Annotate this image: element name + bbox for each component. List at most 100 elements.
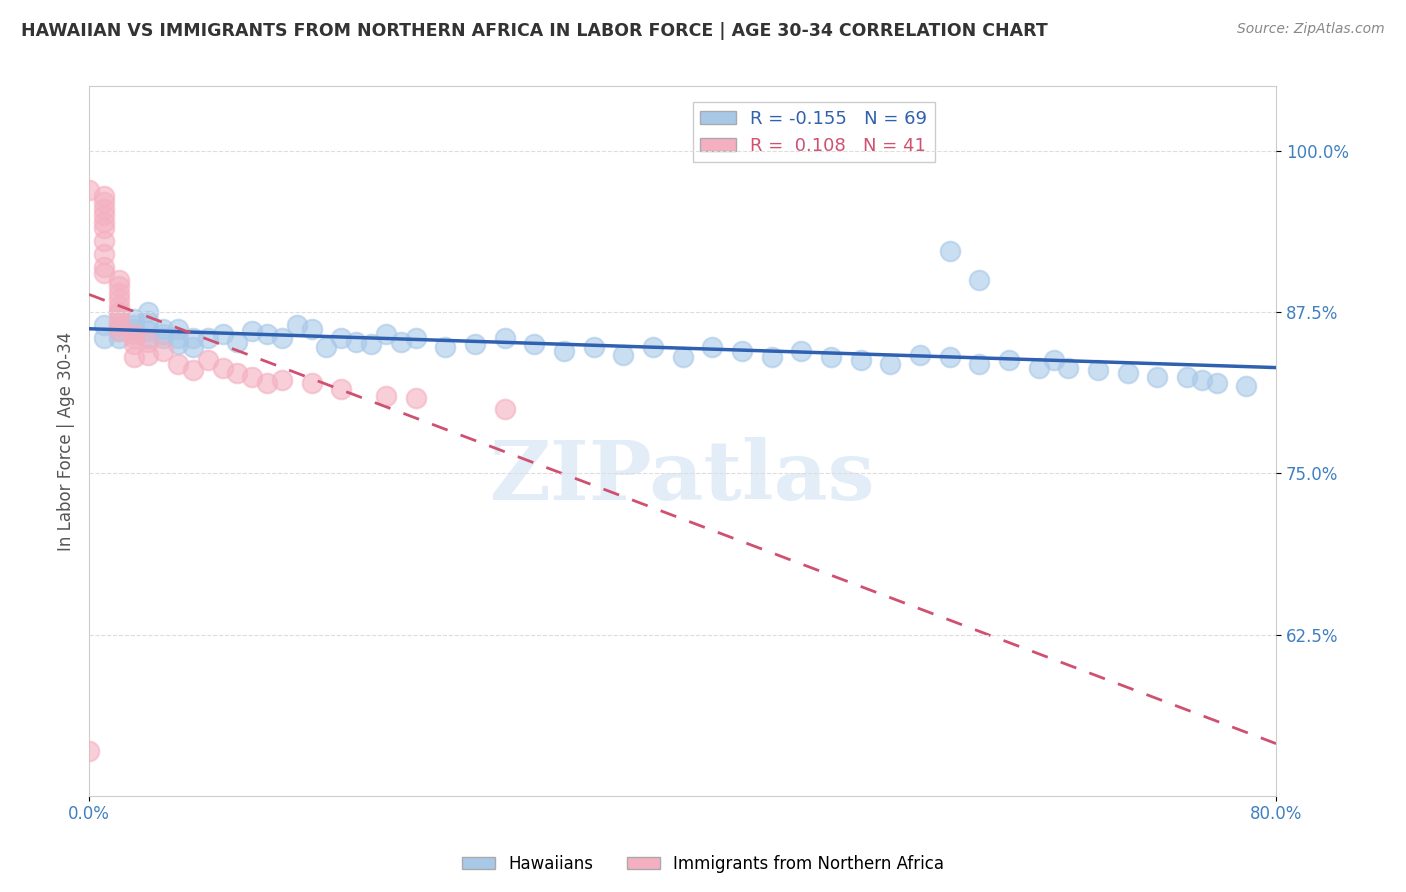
Point — [211, 360, 233, 375]
Point — [93, 208, 115, 222]
Point — [553, 343, 575, 358]
Point — [256, 376, 278, 390]
Point — [211, 326, 233, 341]
Point — [969, 273, 991, 287]
Point — [464, 337, 486, 351]
Point — [671, 350, 693, 364]
Point — [790, 343, 813, 358]
Point — [122, 331, 145, 345]
Point — [107, 311, 129, 326]
Point — [1146, 369, 1168, 384]
Point — [93, 318, 115, 332]
Point — [1191, 373, 1213, 387]
Point — [998, 352, 1021, 367]
Point — [122, 350, 145, 364]
Point — [107, 305, 129, 319]
Point — [181, 363, 204, 377]
Point — [405, 392, 427, 406]
Point — [1236, 378, 1258, 392]
Point — [107, 273, 129, 287]
Point — [122, 326, 145, 341]
Point — [641, 340, 664, 354]
Point — [271, 373, 294, 387]
Point — [77, 743, 100, 757]
Point — [612, 348, 634, 362]
Point — [122, 311, 145, 326]
Point — [374, 389, 396, 403]
Point — [1087, 363, 1109, 377]
Point — [1205, 376, 1227, 390]
Point — [152, 343, 174, 358]
Point — [494, 401, 516, 416]
Text: ZIPatlas: ZIPatlas — [489, 436, 876, 516]
Point — [226, 366, 249, 380]
Point — [138, 348, 160, 362]
Point — [494, 331, 516, 345]
Point — [240, 325, 263, 339]
Point — [360, 337, 382, 351]
Point — [107, 325, 129, 339]
Point — [523, 337, 546, 351]
Point — [271, 331, 294, 345]
Point — [879, 357, 901, 371]
Point — [93, 195, 115, 210]
Point — [1057, 360, 1080, 375]
Point — [107, 318, 129, 332]
Point — [107, 331, 129, 345]
Point — [315, 340, 337, 354]
Point — [107, 299, 129, 313]
Point — [330, 383, 353, 397]
Point — [152, 331, 174, 345]
Point — [285, 318, 308, 332]
Point — [107, 279, 129, 293]
Point — [122, 318, 145, 332]
Legend: R = -0.155   N = 69, R =  0.108   N = 41: R = -0.155 N = 69, R = 0.108 N = 41 — [693, 103, 935, 162]
Point — [152, 326, 174, 341]
Point — [389, 334, 412, 349]
Point — [138, 325, 160, 339]
Point — [93, 189, 115, 203]
Point — [167, 337, 190, 351]
Point — [938, 350, 960, 364]
Point — [301, 322, 323, 336]
Point — [167, 322, 190, 336]
Point — [820, 350, 842, 364]
Point — [256, 326, 278, 341]
Point — [93, 331, 115, 345]
Point — [181, 340, 204, 354]
Point — [167, 357, 190, 371]
Point — [93, 234, 115, 248]
Point — [138, 314, 160, 328]
Point — [969, 357, 991, 371]
Point — [152, 322, 174, 336]
Point — [93, 221, 115, 235]
Point — [1175, 369, 1198, 384]
Point — [702, 340, 724, 354]
Point — [107, 285, 129, 300]
Point — [434, 340, 457, 354]
Text: Source: ZipAtlas.com: Source: ZipAtlas.com — [1237, 22, 1385, 37]
Point — [93, 202, 115, 216]
Point — [138, 331, 160, 345]
Point — [122, 326, 145, 341]
Point — [938, 244, 960, 259]
Point — [93, 266, 115, 280]
Y-axis label: In Labor Force | Age 30-34: In Labor Force | Age 30-34 — [58, 332, 75, 550]
Point — [197, 331, 219, 345]
Point — [138, 305, 160, 319]
Point — [761, 350, 783, 364]
Point — [226, 334, 249, 349]
Point — [908, 348, 931, 362]
Text: HAWAIIAN VS IMMIGRANTS FROM NORTHERN AFRICA IN LABOR FORCE | AGE 30-34 CORRELATI: HAWAIIAN VS IMMIGRANTS FROM NORTHERN AFR… — [21, 22, 1047, 40]
Point — [122, 337, 145, 351]
Point — [138, 334, 160, 349]
Point — [731, 343, 754, 358]
Point — [301, 376, 323, 390]
Point — [1116, 366, 1139, 380]
Legend: Hawaiians, Immigrants from Northern Africa: Hawaiians, Immigrants from Northern Afri… — [456, 848, 950, 880]
Point — [107, 292, 129, 306]
Point — [374, 326, 396, 341]
Point — [93, 260, 115, 274]
Point — [1042, 352, 1064, 367]
Point — [122, 322, 145, 336]
